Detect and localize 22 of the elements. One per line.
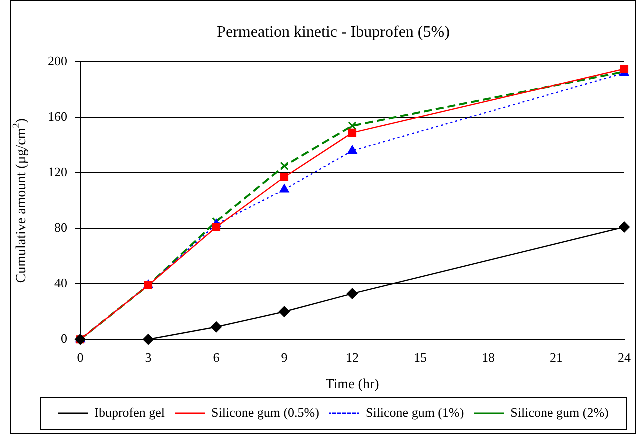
x-tick-label: 21 bbox=[550, 350, 563, 365]
y-tick-label: 200 bbox=[48, 54, 68, 69]
x-tick-label: 24 bbox=[618, 350, 632, 365]
legend-label: Silicone gum (2%) bbox=[510, 404, 609, 420]
x-axis-title: Time (hr) bbox=[326, 377, 380, 392]
x-tick-label: 15 bbox=[414, 350, 427, 365]
x-tick-label: 0 bbox=[77, 350, 84, 365]
legend-label: Silicone gum (1%) bbox=[366, 404, 464, 420]
y-tick-label: 120 bbox=[48, 164, 68, 180]
y-tick-label: 0 bbox=[61, 331, 68, 346]
chart-title: Permeation kinetic - Ibuprofen (5%) bbox=[217, 24, 450, 41]
x-tick-label: 18 bbox=[482, 350, 495, 365]
y-tick-label: 40 bbox=[54, 276, 68, 291]
legend-label: Silicone gum (0.5%) bbox=[212, 404, 320, 420]
x-tick-label: 9 bbox=[281, 350, 288, 365]
x-tick-label: 6 bbox=[213, 350, 220, 365]
y-tick-label: 80 bbox=[54, 220, 68, 236]
x-tick-label: 3 bbox=[145, 350, 152, 365]
legend-label: Ibuprofen gel bbox=[94, 404, 166, 420]
x-tick-label: 12 bbox=[346, 350, 359, 365]
y-tick-label: 160 bbox=[48, 109, 68, 124]
y-axis-title: Cumulative amount (µg/cm2) bbox=[12, 118, 30, 284]
